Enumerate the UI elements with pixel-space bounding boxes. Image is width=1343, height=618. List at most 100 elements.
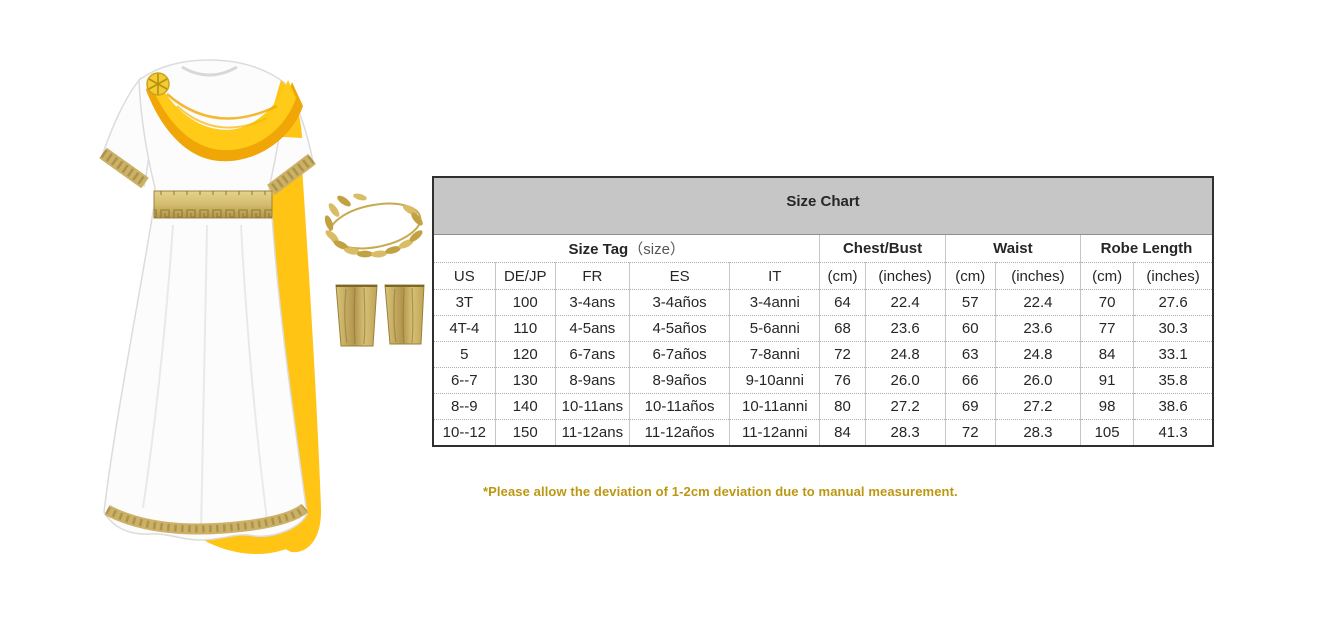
column-header-waist-cm: (cm) [944,262,996,290]
size-cell: 64 [819,289,866,316]
size-cell: 7-8anni [729,341,820,368]
size-cell: 6-7años [628,341,730,368]
size-cell: 110 [494,315,556,342]
column-header-waist-inches: (inches) [994,262,1081,290]
column-header-chest-inches: (inches) [864,262,946,290]
size-cell: 28.3 [864,419,946,446]
size-cell: 68 [819,315,866,342]
size-cell: 8-9ans [554,367,630,394]
laurel-wreath-icon [324,193,423,258]
size-cell: 57 [944,289,996,316]
size-cell: 84 [819,419,866,446]
size-cell: 3-4años [628,289,730,316]
size-cell: 8--9 [433,393,496,420]
size-cell: 4T-4 [433,315,496,342]
size-cell: 11-12años [628,419,730,446]
size-cell: 91 [1080,367,1134,394]
table-row: 3T 100 3-4ans 3-4años 3-4anni 64 22.4 57… [433,289,1213,316]
size-cell: 24.8 [994,341,1081,368]
group-suffix: （size） [628,241,685,258]
size-cell: 10--12 [433,419,496,446]
size-cell: 33.1 [1133,341,1213,368]
size-cell: 3-4ans [554,289,630,316]
column-header-it: IT [729,262,820,290]
costume-image [55,40,435,585]
size-cell: 3-4anni [729,289,820,316]
size-cell: 70 [1080,289,1134,316]
column-group-chest-bust: Chest/Bust [819,234,946,263]
size-cell: 3T [433,289,496,316]
column-header-robe-inches: (inches) [1133,262,1213,290]
size-cell: 105 [1080,419,1134,446]
table-title-row: Size Chart [433,177,1213,235]
column-header-robe-cm: (cm) [1080,262,1134,290]
column-header-fr: FR [554,262,630,290]
group-label: Size Tag [568,241,629,258]
size-cell: 84 [1080,341,1134,368]
costume-svg [99,59,425,555]
size-cell: 26.0 [864,367,946,394]
table-row: 8--9 140 10-11ans 10-11años 10-11anni 80… [433,393,1213,420]
size-chart-table: Size Chart Size Tag（size） Chest/Bust Wai… [432,176,1214,447]
size-cell: 10-11anni [729,393,820,420]
size-cell: 72 [819,341,866,368]
table-row: 5 120 6-7ans 6-7años 7-8anni 72 24.8 63 … [433,341,1213,368]
table-row: 6--7 130 8-9ans 8-9años 9-10anni 76 26.0… [433,367,1213,394]
column-group-waist: Waist [944,234,1081,263]
size-cell: 8-9años [628,367,730,394]
size-cell: 130 [494,367,556,394]
size-cell: 80 [819,393,866,420]
size-cell: 6-7ans [554,341,630,368]
size-cell: 98 [1080,393,1134,420]
table-row: 4T-4 110 4-5ans 4-5años 5-6anni 68 23.6 … [433,315,1213,342]
size-cell: 23.6 [864,315,946,342]
size-cell: 6--7 [433,367,496,394]
table-header-row: US DE/JP FR ES IT (cm) (inches) (cm) (in… [433,262,1213,290]
size-cell: 72 [944,419,996,446]
robe-graphic [101,59,314,541]
size-cell: 77 [1080,315,1134,342]
size-cell: 69 [944,393,996,420]
size-cell: 10-11ans [554,393,630,420]
size-cell: 27.2 [994,393,1081,420]
size-cell: 27.2 [864,393,946,420]
size-cell: 150 [494,419,556,446]
column-group-size-tag: Size Tag（size） [433,235,820,263]
size-cell: 5-6anni [729,315,820,342]
column-header-dejp: DE/JP [494,262,556,290]
table-group-row: Size Tag（size） Chest/Bust Waist Robe Len… [433,234,1213,263]
size-cell: 22.4 [864,289,946,316]
size-cell: 4-5ans [554,315,630,342]
size-cell: 38.6 [1133,393,1213,420]
size-cell: 9-10anni [729,367,820,394]
column-header-us: US [433,262,496,290]
measurement-disclaimer: *Please allow the deviation of 1-2cm dev… [483,484,958,499]
brooch-icon [146,72,170,96]
size-cell: 5 [433,341,496,368]
size-cell: 63 [944,341,996,368]
size-cell: 10-11años [628,393,730,420]
size-chart-section: Size Chart Size Tag（size） Chest/Bust Wai… [432,176,1214,447]
size-cell: 66 [944,367,996,394]
size-cell: 4-5años [628,315,730,342]
size-chart-title: Size Chart [433,177,1213,235]
size-cell: 27.6 [1133,289,1213,316]
size-cell: 76 [819,367,866,394]
drape-graphic [146,74,303,162]
size-cell: 28.3 [994,419,1081,446]
column-header-chest-cm: (cm) [819,262,866,290]
size-cell: 11-12anni [729,419,820,446]
size-cell: 140 [494,393,556,420]
table-row: 10--12 150 11-12ans 11-12años 11-12anni … [433,419,1213,446]
wrist-cuffs-icon [335,284,425,347]
column-header-es: ES [628,262,730,290]
size-cell: 41.3 [1133,419,1213,446]
size-cell: 24.8 [864,341,946,368]
size-cell: 100 [494,289,556,316]
size-cell: 60 [944,315,996,342]
size-cell: 22.4 [994,289,1081,316]
belt-graphic [153,190,273,219]
size-cell: 26.0 [994,367,1081,394]
gold-trim-graphic [99,147,316,535]
